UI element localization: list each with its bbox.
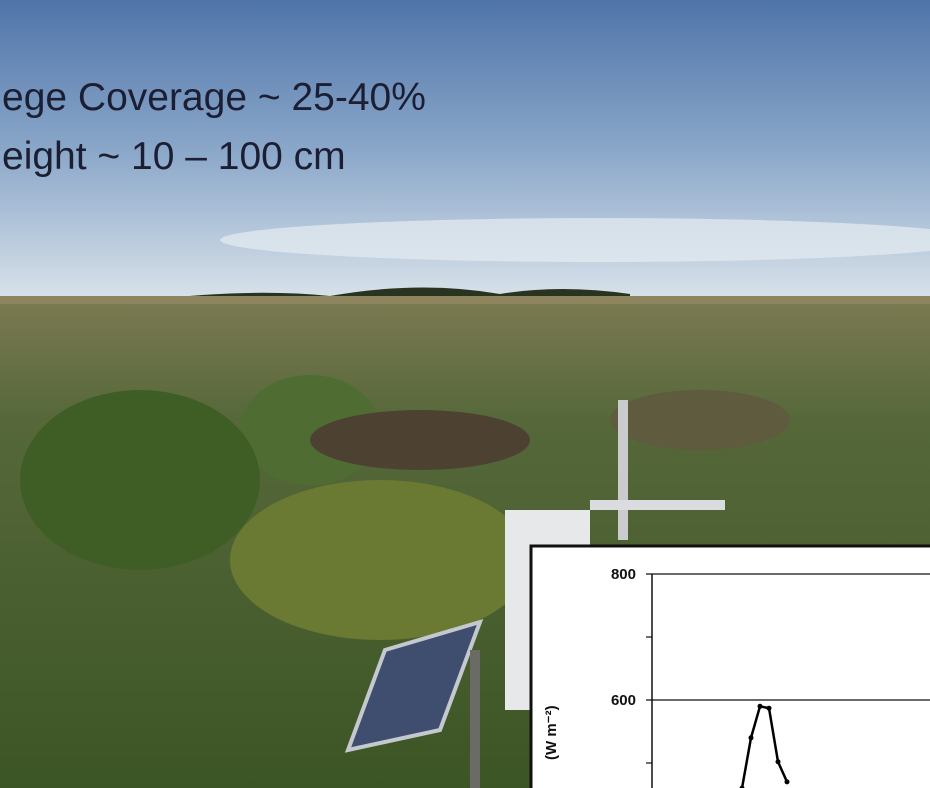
shrub — [20, 390, 260, 570]
inset-chart: (W m⁻²) 800 600 — [529, 544, 930, 788]
solar-panel — [344, 618, 484, 753]
instrument-mast — [618, 400, 628, 540]
soil — [310, 410, 530, 470]
overlay-text: eight ~ 10 – 100 cm — [2, 135, 346, 178]
pole — [470, 650, 480, 788]
soil — [610, 390, 790, 450]
y-tick-label: 600 — [611, 692, 636, 709]
y-axis-label: (W m⁻²) — [543, 705, 560, 760]
overlay-text: ege Coverage ~ 25-40% — [2, 76, 426, 119]
shrub — [230, 480, 530, 640]
data-point — [739, 785, 745, 788]
data-point — [766, 705, 772, 711]
horizon — [0, 296, 930, 304]
data-point — [748, 735, 754, 741]
inset-frame — [529, 544, 930, 788]
y-tick-label: 800 — [611, 566, 636, 583]
data-point — [775, 759, 781, 765]
data-point — [757, 703, 763, 709]
cloud — [220, 218, 930, 262]
data-point — [784, 779, 790, 785]
data-line — [740, 704, 789, 788]
instrument-arm — [590, 500, 725, 510]
